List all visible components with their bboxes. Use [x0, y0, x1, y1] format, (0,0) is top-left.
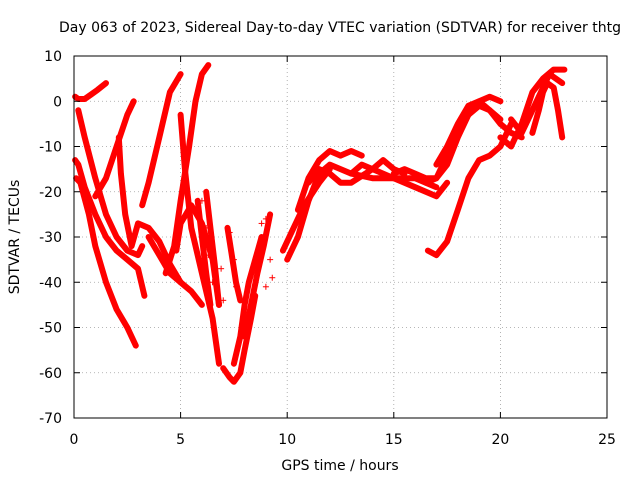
- x-axis-label: GPS time / hours: [281, 458, 398, 474]
- series-arc-f: [115, 134, 184, 286]
- x-tick-label: 25: [598, 432, 616, 448]
- series-arc-aa: [497, 66, 568, 150]
- series-arc-ac: [529, 80, 566, 141]
- series-arc-p: [230, 234, 265, 367]
- series-arc-j: [177, 111, 222, 367]
- series-arc-e: [92, 98, 137, 200]
- series-arc-b: [72, 157, 148, 299]
- plus-mark: [226, 229, 233, 236]
- y-tick-label: -10: [39, 140, 62, 156]
- axis-ticks: 0 5 10 15 20 25 10 0 -10 -20 -30 -40 -50 -60 -70: [39, 49, 616, 448]
- chart-title: Day 063 of 2023, Sidereal Day-to-day VTE…: [59, 20, 621, 36]
- x-tick-label: 20: [491, 432, 509, 448]
- x-tick-label: 0: [70, 432, 79, 448]
- series-arc-y: [433, 93, 504, 168]
- y-tick-label: 10: [44, 49, 62, 65]
- plus-mark: [267, 256, 274, 263]
- x-tick-label: 15: [385, 432, 403, 448]
- data-series: [72, 62, 568, 385]
- plus-mark: [198, 197, 205, 204]
- series-arc-g: [139, 71, 184, 209]
- scattered-marks: [198, 197, 276, 304]
- y-tick-label: -50: [39, 321, 62, 337]
- y-tick-label: 0: [53, 94, 62, 110]
- plus-mark: [269, 274, 276, 281]
- series-arc-m: [203, 188, 222, 308]
- plus-mark: [220, 297, 227, 304]
- series-arc-n: [224, 224, 244, 304]
- plus-mark: [230, 256, 237, 263]
- y-tick-label: -70: [39, 411, 62, 427]
- plus-mark: [262, 215, 269, 222]
- plus-mark: [218, 265, 225, 272]
- series-arc-z: [424, 120, 515, 259]
- series-arc-u: [305, 166, 451, 200]
- series-arc-a: [72, 80, 109, 102]
- y-tick-label: -30: [39, 230, 62, 246]
- x-tick-label: 10: [278, 432, 296, 448]
- plus-mark: [203, 224, 210, 231]
- series-arc-c: [73, 175, 139, 349]
- plus-mark: [262, 283, 269, 290]
- plus-mark: [252, 270, 259, 277]
- y-tick-label: -20: [39, 185, 62, 201]
- y-tick-label: -40: [39, 275, 62, 291]
- plus-mark: [209, 279, 216, 286]
- x-tick-label: 5: [176, 432, 185, 448]
- y-tick-label: -60: [39, 366, 62, 382]
- series-arc-l: [194, 197, 214, 308]
- plus-mark: [233, 283, 240, 290]
- series-arc-d: [75, 107, 146, 259]
- series-arc-h: [145, 234, 205, 308]
- y-axis-label: SDTVAR / TECUs: [7, 180, 23, 295]
- plus-mark: [258, 220, 265, 227]
- plus-mark: [205, 252, 212, 259]
